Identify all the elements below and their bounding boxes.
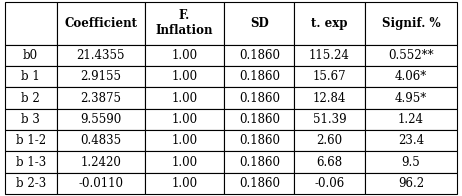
Bar [57, 2, 145, 45]
Bar [57, 109, 145, 130]
Bar [365, 66, 457, 87]
Bar [5, 151, 57, 173]
Text: 1.2420: 1.2420 [80, 156, 121, 169]
Text: 15.67: 15.67 [313, 70, 346, 83]
Text: 0.1860: 0.1860 [239, 49, 280, 62]
Text: 0.4835: 0.4835 [80, 134, 122, 147]
Bar [145, 66, 224, 87]
Text: 12.84: 12.84 [313, 92, 346, 104]
Bar [365, 87, 457, 109]
Text: 0.1860: 0.1860 [239, 134, 280, 147]
Text: b 1: b 1 [21, 70, 40, 83]
Bar [294, 151, 365, 173]
Bar [294, 173, 365, 194]
Text: SD: SD [250, 17, 269, 30]
Bar [224, 109, 294, 130]
Bar [57, 45, 145, 66]
Text: 2.9155: 2.9155 [80, 70, 122, 83]
Text: b 3: b 3 [21, 113, 40, 126]
Text: 1.00: 1.00 [171, 177, 198, 190]
Bar [224, 2, 294, 45]
Bar [145, 45, 224, 66]
Text: Coefficient: Coefficient [64, 17, 137, 30]
Bar [5, 45, 57, 66]
Text: Signif. %: Signif. % [382, 17, 440, 30]
Text: 4.95*: 4.95* [395, 92, 427, 104]
Bar [145, 2, 224, 45]
Bar [365, 130, 457, 151]
Bar [365, 2, 457, 45]
Bar [145, 173, 224, 194]
Bar [224, 45, 294, 66]
Bar [294, 87, 365, 109]
Bar [224, 151, 294, 173]
Text: 0.552**: 0.552** [388, 49, 434, 62]
Bar [57, 173, 145, 194]
Text: -0.0110: -0.0110 [79, 177, 123, 190]
Text: 4.06*: 4.06* [395, 70, 427, 83]
Text: 9.5590: 9.5590 [80, 113, 122, 126]
Bar [224, 87, 294, 109]
Text: 1.00: 1.00 [171, 49, 198, 62]
Text: 1.00: 1.00 [171, 92, 198, 104]
Text: -0.06: -0.06 [314, 177, 345, 190]
Text: 0.1860: 0.1860 [239, 177, 280, 190]
Bar [5, 109, 57, 130]
Text: 1.24: 1.24 [398, 113, 424, 126]
Text: b 2: b 2 [21, 92, 40, 104]
Bar [5, 2, 57, 45]
Bar [57, 151, 145, 173]
Text: b 2-3: b 2-3 [16, 177, 46, 190]
Bar [224, 66, 294, 87]
Text: 9.5: 9.5 [401, 156, 420, 169]
Text: 1.00: 1.00 [171, 134, 198, 147]
Bar [5, 66, 57, 87]
Text: 96.2: 96.2 [398, 177, 424, 190]
Text: b0: b0 [23, 49, 38, 62]
Bar [57, 87, 145, 109]
Text: 1.00: 1.00 [171, 113, 198, 126]
Text: 0.1860: 0.1860 [239, 92, 280, 104]
Text: b 1-2: b 1-2 [16, 134, 46, 147]
Text: 115.24: 115.24 [309, 49, 350, 62]
Bar [57, 130, 145, 151]
Bar [145, 87, 224, 109]
Bar [145, 151, 224, 173]
Bar [5, 87, 57, 109]
Bar [365, 173, 457, 194]
Bar [5, 173, 57, 194]
Bar [145, 109, 224, 130]
Text: F.
Inflation: F. Inflation [156, 9, 213, 37]
Text: 0.1860: 0.1860 [239, 156, 280, 169]
Bar [365, 151, 457, 173]
Text: 2.60: 2.60 [316, 134, 342, 147]
Text: 51.39: 51.39 [313, 113, 346, 126]
Bar [294, 109, 365, 130]
Bar [294, 45, 365, 66]
Bar [365, 45, 457, 66]
Bar [294, 2, 365, 45]
Text: 0.1860: 0.1860 [239, 70, 280, 83]
Text: 2.3875: 2.3875 [80, 92, 122, 104]
Text: t. exp: t. exp [311, 17, 348, 30]
Bar [57, 66, 145, 87]
Text: 1.00: 1.00 [171, 156, 198, 169]
Text: 21.4355: 21.4355 [77, 49, 125, 62]
Bar [145, 130, 224, 151]
Text: b 1-3: b 1-3 [16, 156, 46, 169]
Bar [365, 109, 457, 130]
Bar [294, 66, 365, 87]
Text: 0.1860: 0.1860 [239, 113, 280, 126]
Bar [5, 130, 57, 151]
Text: 1.00: 1.00 [171, 70, 198, 83]
Bar [224, 130, 294, 151]
Text: 23.4: 23.4 [398, 134, 424, 147]
Bar [224, 173, 294, 194]
Text: 6.68: 6.68 [316, 156, 342, 169]
Bar [294, 130, 365, 151]
